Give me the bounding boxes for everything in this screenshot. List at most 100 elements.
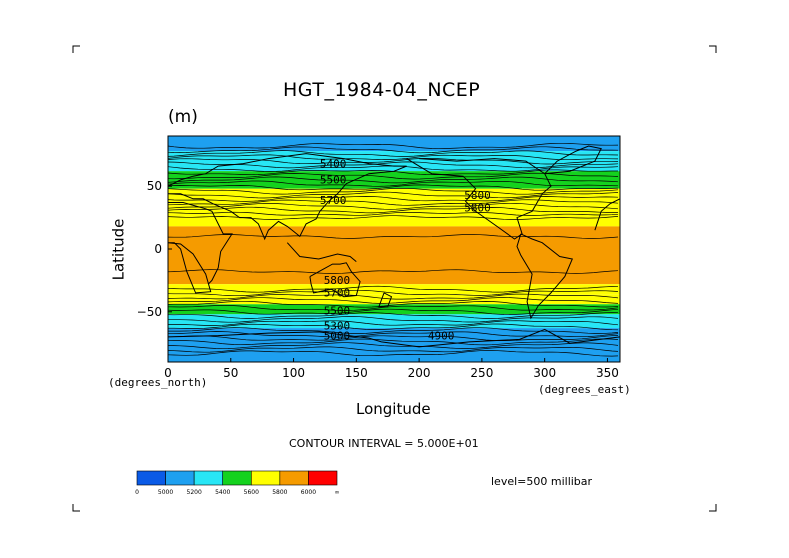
x-axis-label: Longitude (356, 400, 431, 418)
colorbar-label: 5400 (215, 489, 230, 496)
coastline (167, 153, 407, 241)
level-note: level=500 millibar (491, 475, 593, 488)
contour-label: 5700 (320, 194, 347, 207)
contour-line (167, 308, 619, 315)
x-tick-label: 150 (345, 366, 368, 380)
coastline (309, 262, 361, 298)
y-tick-label: 0 (154, 242, 162, 256)
coastline (594, 198, 621, 231)
x-tick-label: 0 (164, 366, 172, 380)
contour-line (167, 305, 619, 311)
colorbar-label: 5000 (158, 489, 173, 496)
contour-line (167, 161, 619, 169)
contour-line (167, 350, 619, 357)
contour-label: 5800 (324, 274, 351, 287)
coastline (406, 158, 552, 240)
contour-line (167, 289, 619, 297)
colorbar-swatch (193, 470, 224, 486)
coastline (167, 242, 212, 294)
colorbar-swatch (279, 470, 309, 486)
y-tick-label: 50 (147, 179, 162, 193)
y-axis-label: Latitude (109, 218, 128, 281)
colorbar-label: 5800 (272, 489, 287, 496)
contour-line (167, 184, 619, 191)
colorbar-swatch (250, 470, 281, 486)
contour-line (167, 146, 619, 154)
coastline (167, 328, 621, 348)
contour-line (167, 293, 619, 300)
chart-units: (m) (168, 107, 198, 127)
contour-line (167, 312, 619, 319)
x-tick-label: 50 (223, 366, 238, 380)
x-tick-label: 200 (408, 366, 431, 380)
contour-line (167, 269, 619, 274)
contour-line (167, 154, 619, 161)
crop-mark-bottom-left (72, 504, 80, 512)
x-tick-label: 350 (596, 366, 619, 380)
coastline (168, 202, 233, 285)
contour-line (167, 206, 618, 214)
contour-line (167, 172, 619, 180)
contour-label: 5500 (324, 304, 351, 317)
colorbar-swatch (136, 470, 166, 486)
colorbar-swatch (308, 470, 338, 486)
contour-line (167, 342, 619, 350)
contour-label: 5000 (324, 329, 351, 342)
contour-label: 5800 (464, 201, 491, 214)
map-axes: 0 50 100 150 200 250 300 350 −50 0 50 (137, 135, 621, 380)
contour-line (167, 199, 619, 206)
x-tick-label: 100 (282, 366, 305, 380)
contour-line (168, 331, 619, 338)
colorbar-label: 5600 (244, 489, 259, 496)
contour-label: 5400 (320, 157, 347, 170)
x-tick-label: 250 (470, 366, 493, 380)
crop-mark-top-left (72, 45, 80, 53)
colorbar-label: 0 (135, 489, 139, 496)
coastline (378, 292, 393, 308)
contour-line (167, 150, 619, 157)
field-band-6 (168, 284, 620, 295)
contour-label: 5700 (324, 287, 351, 300)
field-band-5 (168, 226, 620, 285)
coastline (516, 233, 574, 320)
x-axis-unit-note: (degrees_east) (538, 383, 631, 396)
coastline (544, 145, 602, 175)
contour-label: 5800 (464, 189, 491, 202)
colorbar-label: 5200 (187, 489, 202, 496)
contour-line (168, 316, 619, 323)
contour-line (167, 191, 619, 199)
chart-title: HGT_1984-04_NCEP (283, 79, 481, 101)
colorbar-label: 6000 (301, 489, 316, 496)
contour-line (167, 202, 619, 210)
contour-label: 4900 (428, 329, 455, 342)
y-tick-label: −50 (137, 305, 162, 319)
contour-line (167, 157, 619, 165)
contour-line (167, 234, 619, 239)
crop-mark-bottom-right (709, 504, 717, 512)
contour-line (167, 176, 619, 184)
contour-line (168, 323, 619, 331)
contour-line (168, 327, 619, 334)
colorbar: 0 5000 5200 5400 5600 5800 6000 ∞ (135, 470, 340, 496)
contour-line (167, 196, 619, 202)
contour-line (167, 338, 619, 346)
crop-marks (72, 45, 717, 512)
contour-label: 5500 (320, 174, 347, 187)
contour-line (167, 346, 619, 353)
contour-line (167, 285, 619, 293)
contour-line (167, 211, 619, 216)
crop-mark-top-right (709, 45, 717, 53)
colorbar-swatch (222, 470, 252, 486)
colorbar-label: ∞ (335, 489, 340, 496)
coastline (286, 242, 357, 262)
x-tick-label: 300 (533, 366, 556, 380)
contour-line (167, 300, 619, 308)
contour-line (167, 142, 619, 150)
contour-line (167, 180, 619, 187)
contour-line (167, 335, 619, 342)
colorbar-swatch (165, 470, 195, 486)
contour-interval-note: CONTOUR INTERVAL = 5.000E+01 (289, 437, 479, 450)
contour-line (167, 297, 619, 304)
